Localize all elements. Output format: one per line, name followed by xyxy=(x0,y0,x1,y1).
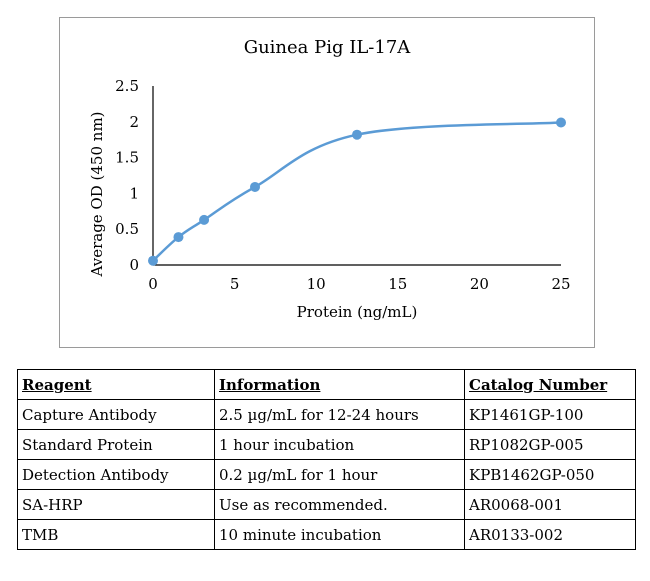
table-row: Capture Antibody 2.5 µg/mL for 12-24 hou… xyxy=(17,399,636,430)
cell-catalog-number: KP1461GP-100 xyxy=(464,399,636,430)
y-tick-label: 1 xyxy=(129,184,139,202)
table-row: Detection Antibody 0.2 µg/mL for 1 hour … xyxy=(17,459,636,490)
table-header-row: Reagent Information Catalog Number xyxy=(17,369,636,400)
y-tick-label: 0 xyxy=(129,256,139,274)
x-tick-label: 15 xyxy=(388,275,407,293)
data-point xyxy=(199,214,210,225)
cell-catalog-number: RP1082GP-005 xyxy=(464,429,636,460)
header-catalog-number: Catalog Number xyxy=(464,369,636,400)
cell-catalog-number: AR0133-002 xyxy=(464,519,636,550)
chart-frame xyxy=(59,17,595,348)
data-point xyxy=(250,181,260,192)
chart-title: Guinea Pig IL-17A xyxy=(244,37,412,58)
cell-information: 1 hour incubation xyxy=(214,429,465,460)
cell-reagent: SA-HRP xyxy=(17,489,215,520)
x-tick-label: 20 xyxy=(470,275,489,293)
table-row: TMB 10 minute incubation AR0133-002 xyxy=(17,519,636,550)
cell-reagent: Detection Antibody xyxy=(17,459,215,490)
cell-information: 0.2 µg/mL for 1 hour xyxy=(214,459,465,490)
cell-catalog-number: AR0068-001 xyxy=(464,489,636,520)
cell-information: 2.5 µg/mL for 12-24 hours xyxy=(214,399,465,430)
cell-catalog-number: KPB1462GP-050 xyxy=(464,459,636,490)
header-reagent: Reagent xyxy=(17,369,215,400)
x-tick-label: 0 xyxy=(148,275,158,293)
data-point xyxy=(173,232,184,243)
table-row: SA-HRP Use as recommended. AR0068-001 xyxy=(17,489,636,520)
line-chart: Guinea Pig IL-17A Average OD (450 nm) Pr… xyxy=(88,37,571,321)
cell-reagent: Capture Antibody xyxy=(17,399,215,430)
cell-reagent: TMB xyxy=(17,519,215,550)
y-axis-label: Average OD (450 nm) xyxy=(88,111,106,277)
x-tick-label: 5 xyxy=(230,275,240,293)
x-tick-label: 10 xyxy=(307,275,326,293)
data-point xyxy=(352,129,362,140)
y-tick-label: 2.5 xyxy=(115,77,139,95)
data-point xyxy=(148,255,158,266)
x-tick-label: 25 xyxy=(551,275,570,293)
cell-information: 10 minute incubation xyxy=(214,519,465,550)
cell-information: Use as recommended. xyxy=(214,489,465,520)
y-tick-label: 2 xyxy=(129,113,139,131)
table-row: Standard Protein 1 hour incubation RP108… xyxy=(17,429,636,460)
reagent-table: Reagent Information Catalog Number Captu… xyxy=(17,369,636,550)
data-point xyxy=(556,117,566,128)
series-line xyxy=(152,121,562,262)
y-tick-label: 1.5 xyxy=(115,149,139,167)
cell-reagent: Standard Protein xyxy=(17,429,215,460)
y-tick-label: 0.5 xyxy=(115,220,139,238)
x-axis-label: Protein (ng/mL) xyxy=(297,303,418,321)
header-information: Information xyxy=(214,369,465,400)
